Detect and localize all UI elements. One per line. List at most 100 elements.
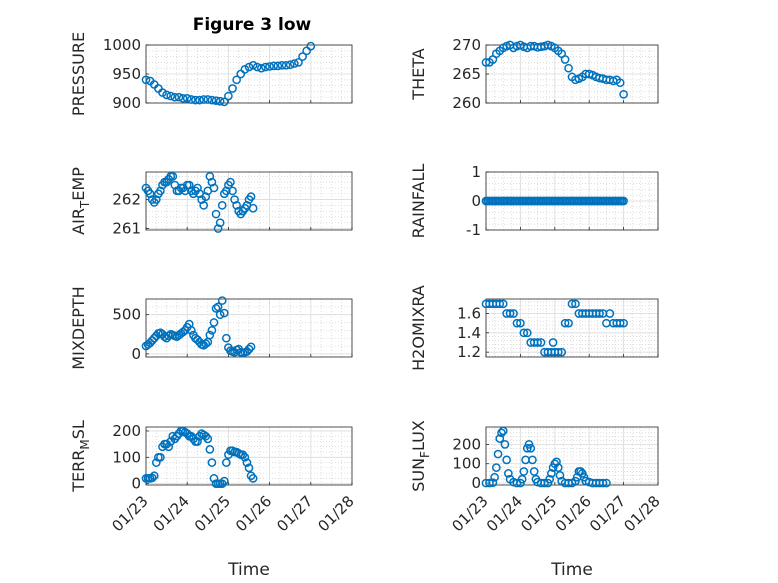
data-point — [497, 428, 506, 438]
data-point — [215, 96, 225, 106]
data-point — [248, 60, 258, 70]
data-point — [248, 203, 258, 213]
data-point — [211, 209, 221, 219]
data-point — [168, 172, 178, 181]
data-point — [195, 95, 204, 105]
y-tick-label: 0 — [131, 475, 141, 493]
y-tick-label: 200 — [112, 422, 141, 440]
data-point — [505, 309, 515, 318]
x-tick-label: 01/27 — [273, 492, 316, 535]
data-point — [526, 443, 536, 453]
data-point — [193, 437, 202, 446]
data-point — [571, 299, 580, 309]
data-point — [201, 192, 211, 201]
x-tick-label: 01/23 — [448, 492, 491, 535]
x-axis-label: Time — [550, 560, 593, 580]
data-point — [619, 318, 628, 328]
x-tick-label: 01/25 — [517, 492, 560, 535]
x-axis-label: Time — [227, 560, 270, 580]
data-point — [261, 62, 270, 72]
data-point — [246, 342, 256, 352]
plot-area — [146, 172, 352, 230]
axes-pressure: 900 950 1000 PRESSURE — [69, 32, 353, 116]
data-point — [547, 469, 556, 478]
data-point — [306, 41, 316, 51]
data-point — [564, 318, 573, 328]
axes-box — [485, 298, 659, 358]
data-point — [209, 474, 219, 483]
data-point — [595, 309, 604, 318]
data-point — [615, 78, 625, 88]
data-point — [500, 440, 510, 449]
data-point — [178, 94, 188, 103]
data-point — [240, 452, 250, 462]
y-tick-label: 1.6 — [457, 305, 481, 323]
data-point — [244, 463, 254, 473]
data-point — [205, 172, 215, 181]
data-point — [201, 339, 211, 349]
data-point — [219, 476, 229, 486]
data-point — [170, 92, 180, 102]
data-point — [493, 449, 503, 459]
data-point — [228, 84, 237, 93]
data-point — [211, 304, 221, 313]
data-point — [516, 318, 525, 328]
data-point — [217, 201, 227, 210]
data-point — [560, 55, 570, 64]
y-axis-label: THETA — [409, 48, 428, 100]
data-point — [203, 434, 213, 444]
data-point — [248, 474, 258, 483]
data-point — [519, 467, 529, 476]
axes-mixdepth: 0 500 MIXDEPTH — [69, 286, 353, 370]
data-point — [490, 472, 499, 482]
y-tick-label: 950 — [112, 65, 141, 83]
data-point — [294, 58, 303, 67]
data-point — [213, 224, 223, 233]
data-point — [207, 95, 217, 105]
data-point — [244, 344, 254, 354]
y-tick-label: 0 — [471, 192, 481, 210]
data-point — [162, 90, 171, 100]
y-axis-label: TERRMSL — [69, 420, 92, 493]
y-axis-label: PRESSURE — [69, 32, 88, 116]
data-point — [277, 60, 287, 70]
data-point — [191, 95, 200, 105]
data-point — [226, 177, 235, 187]
y-tick-label: -1 — [466, 221, 481, 239]
axes-box — [145, 171, 353, 231]
data-point — [193, 183, 202, 193]
axes-h2omixra: 1.21.41.6 H2OMIXRA — [409, 285, 659, 371]
data-point — [265, 62, 274, 71]
data-point — [269, 61, 279, 71]
data-point — [166, 91, 176, 101]
data-point — [219, 308, 229, 318]
data-point — [285, 60, 295, 70]
data-point — [598, 478, 608, 488]
data-point — [156, 186, 165, 196]
data-point — [517, 474, 527, 484]
data-point — [232, 201, 241, 210]
data-point — [545, 474, 554, 484]
data-point — [207, 177, 217, 187]
data-point — [560, 318, 570, 328]
data-point — [491, 463, 501, 472]
data-point — [156, 452, 165, 462]
data-point — [498, 299, 508, 309]
y-tick-label: 1.4 — [457, 324, 481, 342]
x-tick-label: 01/24 — [150, 492, 193, 535]
data-point — [555, 470, 565, 480]
data-point — [215, 218, 225, 228]
data-point — [495, 434, 505, 443]
data-point — [182, 94, 192, 103]
data-point — [219, 97, 229, 107]
data-point — [481, 58, 491, 67]
y-axis-label: SUNFLUX — [409, 420, 432, 492]
data-point — [184, 180, 194, 190]
data-point — [281, 60, 291, 70]
data-point — [221, 458, 231, 467]
data-point — [298, 52, 307, 61]
data-point — [217, 296, 227, 305]
axes-theta: 260 265 270 THETA — [409, 36, 659, 112]
data-point — [498, 426, 508, 436]
